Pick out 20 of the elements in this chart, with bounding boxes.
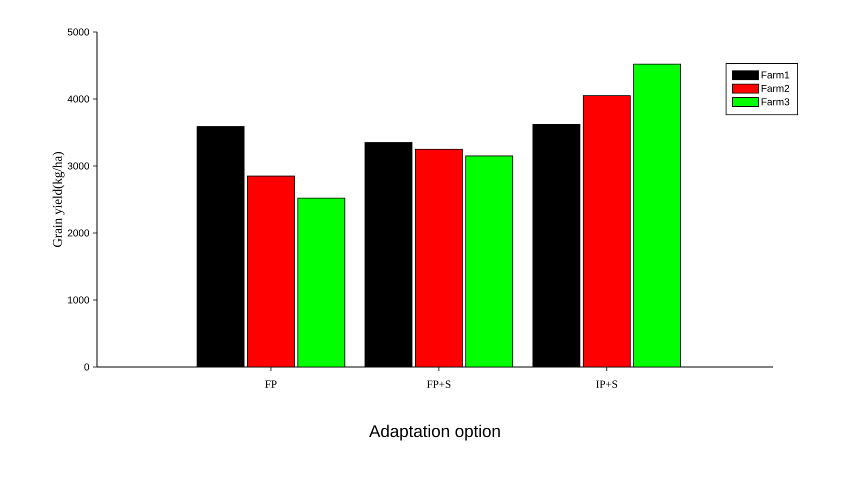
x-axis-title: Adaptation option xyxy=(369,424,500,441)
bar xyxy=(465,156,514,367)
y-tick-label: 4000 xyxy=(68,95,90,103)
bar xyxy=(633,64,682,367)
x-tick-label: IP+S xyxy=(596,380,618,388)
bar xyxy=(414,148,463,367)
y-tick-label: 3000 xyxy=(68,162,90,170)
x-tick-label: FP xyxy=(265,380,277,388)
legend-label: Farm1 xyxy=(762,72,790,78)
bar xyxy=(297,198,346,367)
y-tick-label: 5000 xyxy=(68,28,90,36)
y-tick-label: 0 xyxy=(84,363,90,371)
y-axis-title: Grain yield(kg/ha) xyxy=(52,152,64,247)
bar xyxy=(582,95,631,367)
y-tick-label: 2000 xyxy=(68,229,90,237)
y-tick-label: 1000 xyxy=(68,296,90,304)
legend-label: Farm3 xyxy=(762,98,790,106)
bar xyxy=(247,176,295,367)
legend-label: Farm2 xyxy=(762,84,790,92)
x-tick-label: FP+S xyxy=(426,380,450,388)
